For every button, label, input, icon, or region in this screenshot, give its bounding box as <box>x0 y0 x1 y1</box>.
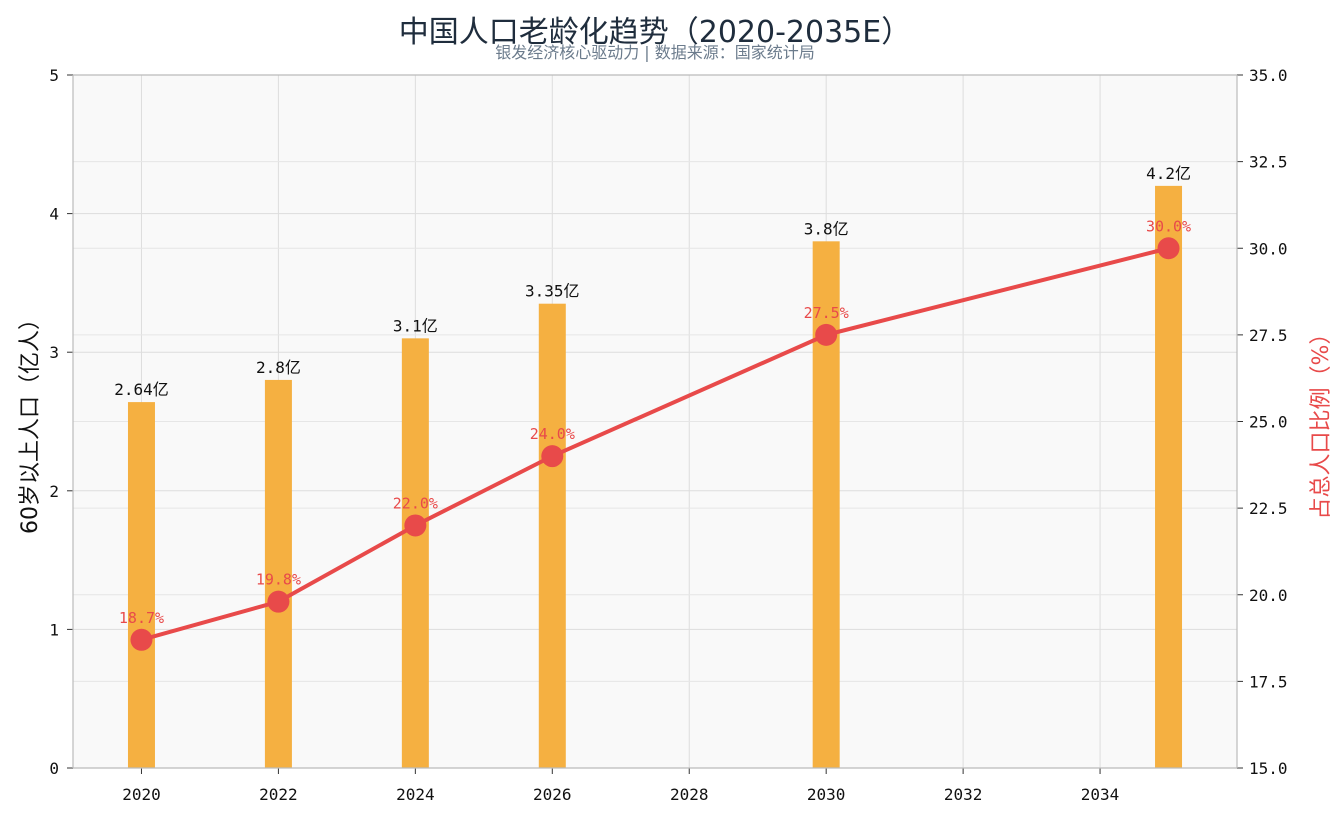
y-right-tick-label: 20.0 <box>1249 586 1288 605</box>
point-label: 27.5% <box>804 304 849 322</box>
y-right-tick-label: 17.5 <box>1249 672 1288 691</box>
y-right-tick-label: 22.5 <box>1249 499 1288 518</box>
y-right-tick-label: 27.5 <box>1249 326 1288 345</box>
y-axis-left-label: 60岁以上人口（亿人） <box>18 308 43 534</box>
y-left-tick-label: 1 <box>49 620 59 639</box>
bar-label: 4.2亿 <box>1146 164 1191 183</box>
line-point <box>541 445 564 468</box>
bar <box>264 379 292 768</box>
x-tick-label: 2034 <box>1081 785 1120 804</box>
line-point <box>815 323 838 346</box>
point-label: 30.0% <box>1146 217 1191 235</box>
y-right-tick-label: 15.0 <box>1249 759 1288 778</box>
ratio-line <box>140 246 1170 642</box>
bar-label: 3.1亿 <box>393 316 438 335</box>
data-labels: 2.64亿 2.8亿 3.1亿 3.35亿 3.8亿 4.2亿 18.7% 19.8% 22.0… <box>114 164 1191 627</box>
bar <box>1155 185 1183 768</box>
point-label: 24.0% <box>530 425 575 443</box>
bar <box>127 402 155 768</box>
x-tick-label: 2032 <box>944 785 983 804</box>
axes <box>67 74 1243 774</box>
bar-label: 2.64亿 <box>114 380 169 399</box>
y-axis-right-label: 占总人口比例（%） <box>1309 323 1334 520</box>
bars <box>127 185 1183 768</box>
y-left-tick-label: 0 <box>49 759 59 778</box>
x-tick-label: 2030 <box>807 785 846 804</box>
y-left-tick-label: 2 <box>49 482 59 501</box>
line-point <box>130 628 153 651</box>
chart-title: 中国人口老龄化趋势（2020-2035E） <box>399 15 911 50</box>
y-left-tick-label: 4 <box>49 205 59 224</box>
line-point <box>1157 237 1180 260</box>
x-tick-label: 2026 <box>533 785 572 804</box>
chart-subtitle: 银发经济核心驱动力 | 数据来源：国家统计局 <box>495 43 815 62</box>
ratio-line-series <box>130 237 1180 651</box>
bar <box>401 338 429 768</box>
point-label: 22.0% <box>393 494 438 512</box>
y-right-tick-label: 30.0 <box>1249 239 1288 258</box>
bar-label: 3.35亿 <box>525 282 580 301</box>
bar-label: 3.8亿 <box>804 219 849 238</box>
x-tick-label: 2022 <box>259 785 298 804</box>
y-left-tick-label: 5 <box>49 66 59 85</box>
line-point <box>404 514 427 537</box>
line-point <box>267 590 290 613</box>
y-left-tick-label: 3 <box>49 343 59 362</box>
point-label: 18.7% <box>119 609 164 627</box>
x-tick-label: 2020 <box>122 785 161 804</box>
y-right-tick-label: 25.0 <box>1249 413 1288 432</box>
x-tick-label: 2024 <box>396 785 435 804</box>
bar-label: 2.8亿 <box>256 358 301 377</box>
point-label: 19.8% <box>256 571 301 589</box>
y-right-tick-label: 35.0 <box>1249 66 1288 85</box>
y-right-tick-label: 32.5 <box>1249 153 1288 172</box>
bar <box>538 303 566 768</box>
x-tick-label: 2028 <box>670 785 709 804</box>
tick-labels: 2020 2022 2024 2026 2028 2030 2032 2034 0 1 2 3 4 5 15… <box>49 66 1287 804</box>
